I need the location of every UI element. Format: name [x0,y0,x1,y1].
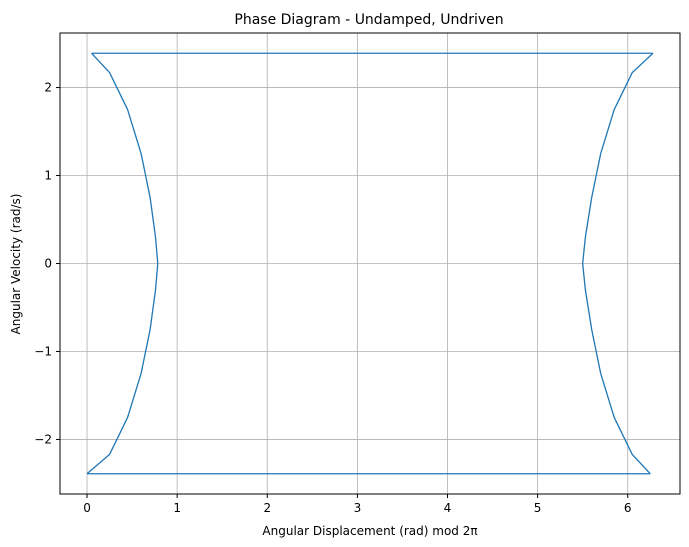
x-tick-label-4: 4 [444,501,452,515]
y-tick-label-1: −1 [34,344,52,358]
series-0-segment-2 [582,52,654,475]
x-tick-label-3: 3 [354,501,362,515]
chart-title: Phase Diagram - Undamped, Undriven [234,12,503,28]
x-tick-label-1: 1 [173,501,181,515]
x-tick-label-0: 0 [83,501,91,515]
y-tick-label-0: −2 [34,432,52,446]
grid-lines [60,33,680,494]
x-tick-label-6: 6 [624,501,632,515]
series-0-segment-0 [86,52,159,475]
x-axis-label: Angular Displacement (rad) mod 2π [262,524,477,538]
series-group [86,52,654,475]
y-tick-label-2: 0 [44,257,52,271]
axis-ticks: 0 1 2 3 4 5 6 −2 −1 0 1 2 [34,81,631,515]
y-axis-label: Angular Velocity (rad/s) [9,194,23,335]
x-tick-label-5: 5 [534,501,542,515]
y-tick-label-4: 2 [44,81,52,95]
x-tick-label-2: 2 [263,501,271,515]
y-tick-label-3: 1 [44,169,52,183]
